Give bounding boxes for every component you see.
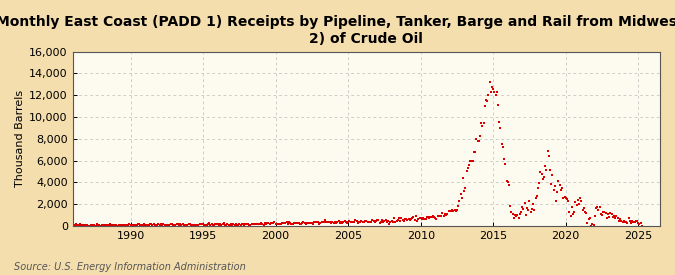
Title: Monthly East Coast (PADD 1) Receipts by Pipeline, Tanker, Barge and Rail from Mi: Monthly East Coast (PADD 1) Receipts by … bbox=[0, 15, 675, 46]
Y-axis label: Thousand Barrels: Thousand Barrels bbox=[15, 90, 25, 187]
Text: Source: U.S. Energy Information Administration: Source: U.S. Energy Information Administ… bbox=[14, 262, 245, 272]
